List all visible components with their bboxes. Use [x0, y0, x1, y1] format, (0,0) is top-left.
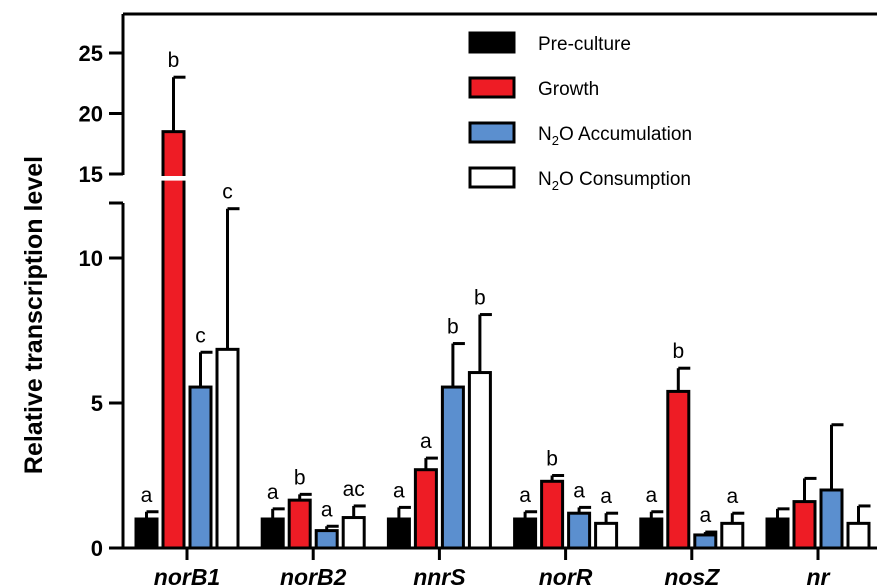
bar — [161, 130, 186, 550]
significance-letter: a — [141, 484, 153, 507]
bar — [567, 511, 592, 550]
bar — [440, 385, 465, 550]
significance-letter: b — [168, 49, 180, 72]
significance-letter: a — [420, 430, 432, 453]
significance-letter: a — [321, 498, 333, 521]
axis-break-gap — [160, 176, 187, 181]
bar — [639, 517, 664, 550]
bar — [215, 347, 240, 550]
y-tick-label: 15 — [79, 162, 103, 187]
significance-letter: a — [645, 484, 657, 507]
legend-swatch — [468, 166, 516, 189]
significance-letter: a — [267, 481, 279, 504]
y-axis-label: Relative transcription level — [20, 156, 48, 474]
bar — [846, 521, 871, 550]
legend-swatch — [468, 121, 516, 144]
bar — [765, 517, 790, 550]
y-tick-label: 10 — [79, 246, 103, 271]
significance-letter: a — [699, 504, 711, 527]
legend-label: Growth — [538, 79, 599, 100]
x-tick-label: norR — [539, 564, 593, 588]
significance-letter: b — [546, 448, 558, 471]
legend-swatch — [468, 31, 516, 54]
bar — [287, 498, 312, 550]
significance-letter: a — [573, 479, 585, 502]
bar — [693, 533, 718, 550]
significance-letter: b — [474, 287, 486, 310]
x-tick-label: nnrS — [413, 564, 466, 588]
bar — [314, 529, 339, 550]
legend-label: Pre-culture — [538, 34, 631, 55]
y-tick-label: 25 — [79, 41, 103, 66]
legend-swatch — [468, 76, 516, 99]
y-tick-label: 0 — [91, 536, 103, 561]
significance-letter: ac — [343, 478, 365, 501]
bars-layer — [134, 75, 871, 550]
significance-letter: a — [519, 484, 531, 507]
legend: Pre-culture Growth N2O Accumulation N2O Con… — [468, 31, 692, 193]
axes-layer — [109, 12, 877, 560]
bar — [819, 488, 844, 550]
significance-letter: a — [726, 485, 738, 508]
significance-letter: b — [447, 316, 459, 339]
significance-letter: c — [195, 324, 206, 347]
y-tick-label: 5 — [91, 391, 103, 416]
bar — [540, 479, 565, 550]
legend-label: N2O Consumption — [538, 169, 691, 193]
bar — [188, 385, 213, 550]
y-tick-label: 20 — [79, 102, 103, 127]
bar — [413, 468, 438, 550]
significance-letter: a — [393, 479, 405, 502]
significance-letter: b — [294, 466, 306, 489]
significance-letter: a — [600, 485, 612, 508]
x-tick-label: norB1 — [154, 564, 220, 588]
legend-label: N2O Accumulation — [538, 124, 692, 148]
bar — [792, 500, 817, 550]
x-tick-label: nr — [807, 564, 831, 588]
x-tick-label: norB2 — [280, 564, 347, 588]
bar — [467, 371, 492, 550]
significance-letter: b — [672, 340, 684, 363]
bar — [666, 389, 691, 550]
bar — [341, 516, 366, 550]
bar — [720, 521, 745, 550]
bar — [513, 517, 538, 550]
bar — [260, 517, 285, 550]
bar — [386, 517, 411, 550]
significance-letter: c — [222, 181, 233, 204]
bar — [594, 521, 619, 550]
bar — [134, 517, 159, 550]
x-tick-label: nosZ — [664, 564, 720, 588]
